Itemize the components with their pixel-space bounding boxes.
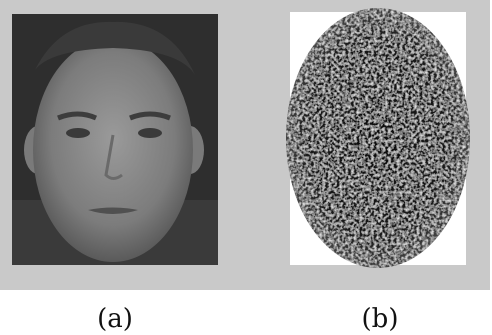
- caption-b: (b): [362, 304, 399, 334]
- face-image: [12, 14, 218, 265]
- noise-image: [286, 8, 470, 268]
- caption-a: (a): [97, 304, 133, 334]
- figure: (a) (b): [0, 0, 492, 335]
